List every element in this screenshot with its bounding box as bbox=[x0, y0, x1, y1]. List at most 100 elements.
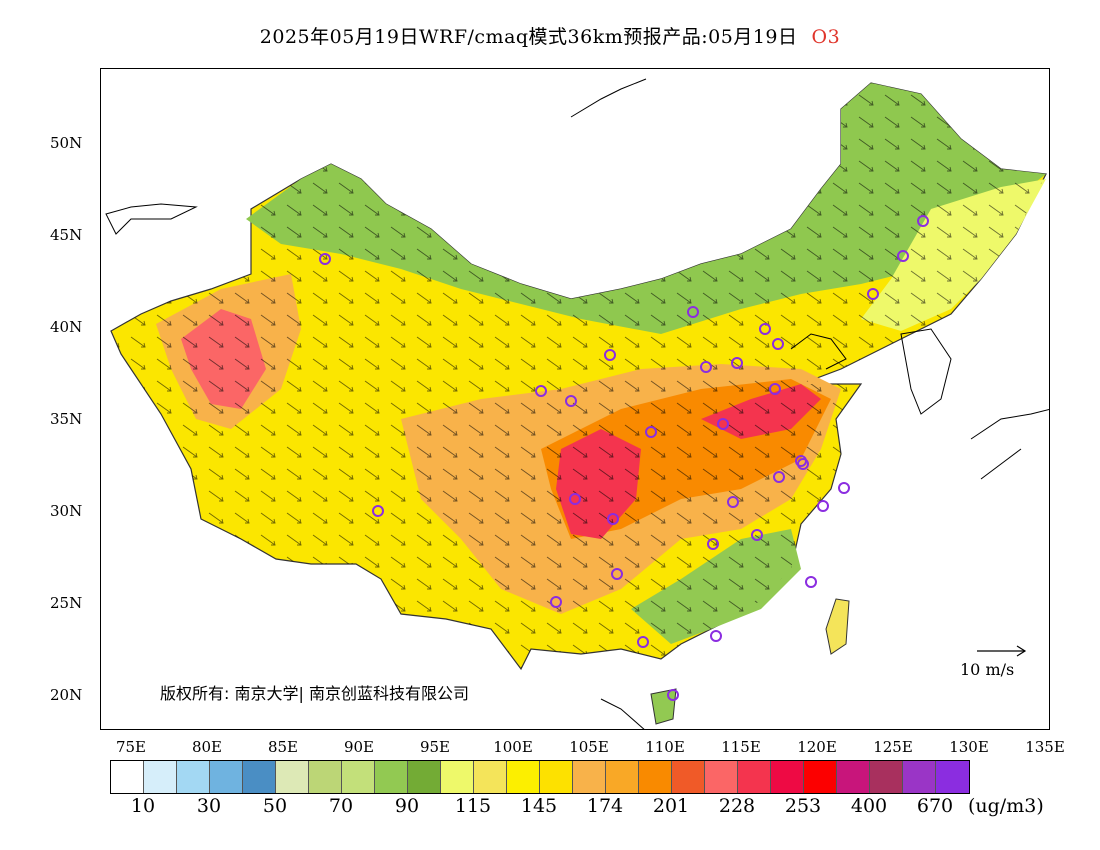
station-marker bbox=[772, 338, 784, 350]
station-marker bbox=[372, 505, 384, 517]
lat-tick-35n: 35N bbox=[50, 410, 83, 428]
colorbar-swatch bbox=[672, 761, 705, 793]
colorbar-label: 115 bbox=[454, 795, 492, 817]
map-title: 2025年05月19日WRF/cmaq模式36km预报产品:05月19日 O3 bbox=[0, 22, 1100, 49]
map-panel bbox=[100, 68, 1050, 730]
station-marker bbox=[805, 576, 817, 588]
lon-tick-110e: 110E bbox=[645, 738, 685, 756]
station-marker bbox=[607, 513, 619, 525]
colorbar-swatch bbox=[738, 761, 771, 793]
station-marker bbox=[319, 253, 331, 265]
station-marker bbox=[731, 357, 743, 369]
colorbar-swatch bbox=[606, 761, 639, 793]
lat-tick-45n: 45N bbox=[50, 226, 83, 244]
colorbar-label: 228 bbox=[718, 795, 756, 817]
colorbar-swatch bbox=[837, 761, 870, 793]
colorbar-swatch bbox=[144, 761, 177, 793]
lon-tick-125e: 125E bbox=[873, 738, 913, 756]
lon-tick-90e: 90E bbox=[343, 738, 375, 756]
wind-reference-label: 10 m/s bbox=[960, 660, 1015, 679]
lat-tick-25n: 25N bbox=[50, 594, 83, 612]
hainan-island bbox=[650, 688, 677, 725]
colorbar-swatch bbox=[573, 761, 606, 793]
russia-coast bbox=[570, 78, 647, 118]
ozone-map bbox=[105, 78, 1049, 729]
station-marker bbox=[867, 288, 879, 300]
lat-tick-50n: 50N bbox=[50, 134, 83, 152]
station-marker bbox=[667, 689, 679, 701]
variable-label: O3 bbox=[811, 26, 841, 48]
colorbar-label: 90 bbox=[394, 795, 420, 817]
station-marker bbox=[817, 500, 829, 512]
lat-tick-30n: 30N bbox=[50, 502, 83, 520]
colorbar-swatch bbox=[276, 761, 309, 793]
wind-vector-field bbox=[111, 83, 1046, 669]
colorbar-swatch bbox=[342, 761, 375, 793]
station-marker bbox=[604, 349, 616, 361]
lon-tick-85e: 85E bbox=[267, 738, 299, 756]
lon-tick-105e: 105E bbox=[569, 738, 609, 756]
colorbar-swatch bbox=[804, 761, 837, 793]
station-marker bbox=[700, 361, 712, 373]
station-marker bbox=[687, 306, 699, 318]
colorbar-swatch bbox=[408, 761, 441, 793]
colorbar-swatch bbox=[309, 761, 342, 793]
colorbar-label: 70 bbox=[328, 795, 354, 817]
bohai-coast bbox=[790, 333, 847, 370]
station-marker bbox=[838, 482, 850, 494]
station-marker bbox=[710, 630, 722, 642]
lat-tick-40n: 40N bbox=[50, 318, 83, 336]
wind-reference-arrow bbox=[977, 645, 1027, 657]
colorbar-label: 201 bbox=[652, 795, 690, 817]
copyright-text: 版权所有: 南京大学| 南京创蓝科技有限公司 bbox=[160, 684, 469, 703]
colorbar-swatch bbox=[705, 761, 738, 793]
colorbar-swatch bbox=[210, 761, 243, 793]
colorbar bbox=[110, 760, 970, 794]
colorbar-label: 50 bbox=[262, 795, 288, 817]
colorbar-label: 670 bbox=[916, 795, 954, 817]
colorbar-swatch bbox=[111, 761, 144, 793]
korea-coast bbox=[900, 328, 952, 415]
station-marker bbox=[707, 538, 719, 550]
lon-tick-115e: 115E bbox=[721, 738, 761, 756]
japan-coast-south bbox=[980, 448, 1022, 480]
colorbar-swatch bbox=[639, 761, 672, 793]
city-stations bbox=[319, 215, 929, 701]
colorbar-swatch bbox=[507, 761, 540, 793]
station-marker bbox=[897, 250, 909, 262]
colorbar-swatch bbox=[540, 761, 573, 793]
lon-tick-75e: 75E bbox=[115, 738, 147, 756]
station-marker bbox=[637, 636, 649, 648]
colorbar-label: 10 bbox=[130, 795, 156, 817]
colorbar-swatch bbox=[870, 761, 903, 793]
colorbar-label: 400 bbox=[850, 795, 888, 817]
taiwan-island bbox=[825, 598, 850, 655]
colorbar-label: 145 bbox=[520, 795, 558, 817]
station-marker bbox=[797, 458, 809, 470]
title-text: 2025年05月19日WRF/cmaq模式36km预报产品:05月19日 bbox=[259, 26, 798, 48]
colorbar-swatch bbox=[936, 761, 969, 793]
colorbar-swatch bbox=[903, 761, 936, 793]
station-marker bbox=[773, 471, 785, 483]
station-marker bbox=[611, 568, 623, 580]
colorbar-swatch bbox=[375, 761, 408, 793]
colorbar-swatch bbox=[771, 761, 804, 793]
station-marker bbox=[717, 418, 729, 430]
colorbar-swatch bbox=[441, 761, 474, 793]
lon-tick-135e: 135E bbox=[1025, 738, 1065, 756]
station-marker bbox=[535, 385, 547, 397]
lon-tick-80e: 80E bbox=[191, 738, 223, 756]
station-marker bbox=[645, 426, 657, 438]
lon-tick-100e: 100E bbox=[493, 738, 533, 756]
station-marker bbox=[769, 383, 781, 395]
colorbar-unit: (ug/m3) bbox=[968, 795, 1044, 817]
colorbar-label: 30 bbox=[196, 795, 222, 817]
colorbar-label: 253 bbox=[784, 795, 822, 817]
station-marker bbox=[727, 496, 739, 508]
station-marker bbox=[550, 596, 562, 608]
station-marker bbox=[917, 215, 929, 227]
lon-tick-95e: 95E bbox=[419, 738, 451, 756]
colorbar-label: 174 bbox=[586, 795, 624, 817]
japan-coast bbox=[970, 408, 1049, 440]
colorbar-swatch bbox=[177, 761, 210, 793]
